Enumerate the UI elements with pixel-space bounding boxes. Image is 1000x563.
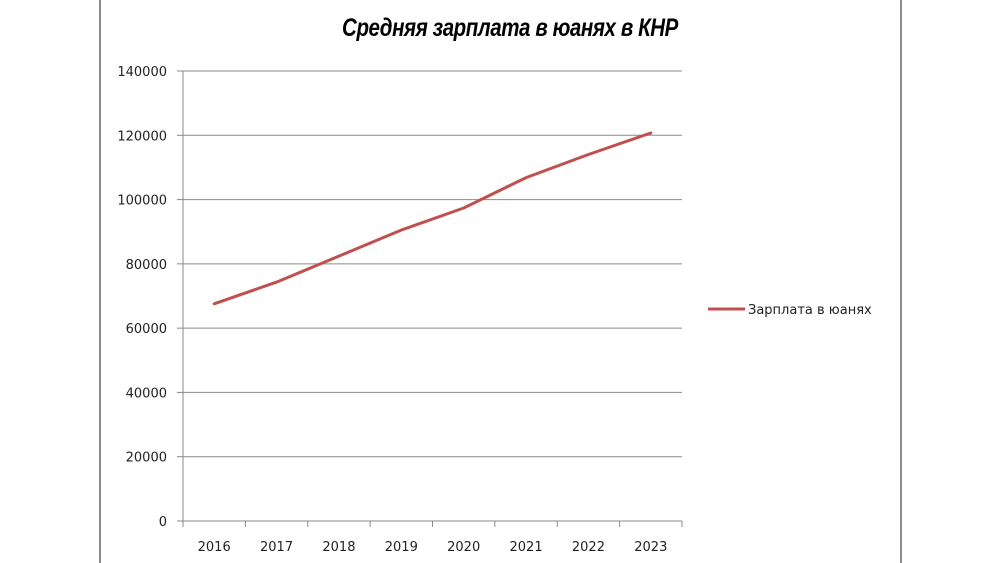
x-tick-label: 2023 [634,540,667,555]
x-tick-label: 2019 [385,540,418,555]
y-tick-label: 60000 [126,322,167,337]
left-frame-border [99,0,101,563]
series-line [212,131,653,306]
x-tick-label: 2017 [260,540,293,555]
legend: Зарплата в юанях [708,303,872,318]
x-tick-label: 2021 [510,540,543,555]
x-tick-label: 2016 [198,540,231,555]
y-tick-label: 40000 [126,386,167,401]
x-tick-label: 2018 [322,540,355,555]
gridlines [183,70,682,458]
y-axis-ticks: 0 20000 40000 60000 80000 100000 120000 140000 [117,65,183,530]
y-tick-label: 20000 [126,451,167,466]
legend-label: Зарплата в юанях [748,303,872,318]
chart-title: Средняя зарплата в юанях в КНР [342,14,678,42]
x-tick-label: 2022 [572,540,605,555]
data-series [212,131,653,306]
y-tick-label: 0 [159,515,167,530]
x-tick-label: 2020 [447,540,480,555]
axes [177,71,682,526]
y-tick-label: 80000 [126,258,167,273]
right-frame-border [900,0,902,563]
x-axis-ticks: 2016 2017 2018 2019 2020 2021 2022 2023 [182,521,683,555]
y-tick-label: 100000 [117,194,167,209]
y-tick-label: 120000 [117,129,167,144]
y-tick-label: 140000 [117,65,167,80]
